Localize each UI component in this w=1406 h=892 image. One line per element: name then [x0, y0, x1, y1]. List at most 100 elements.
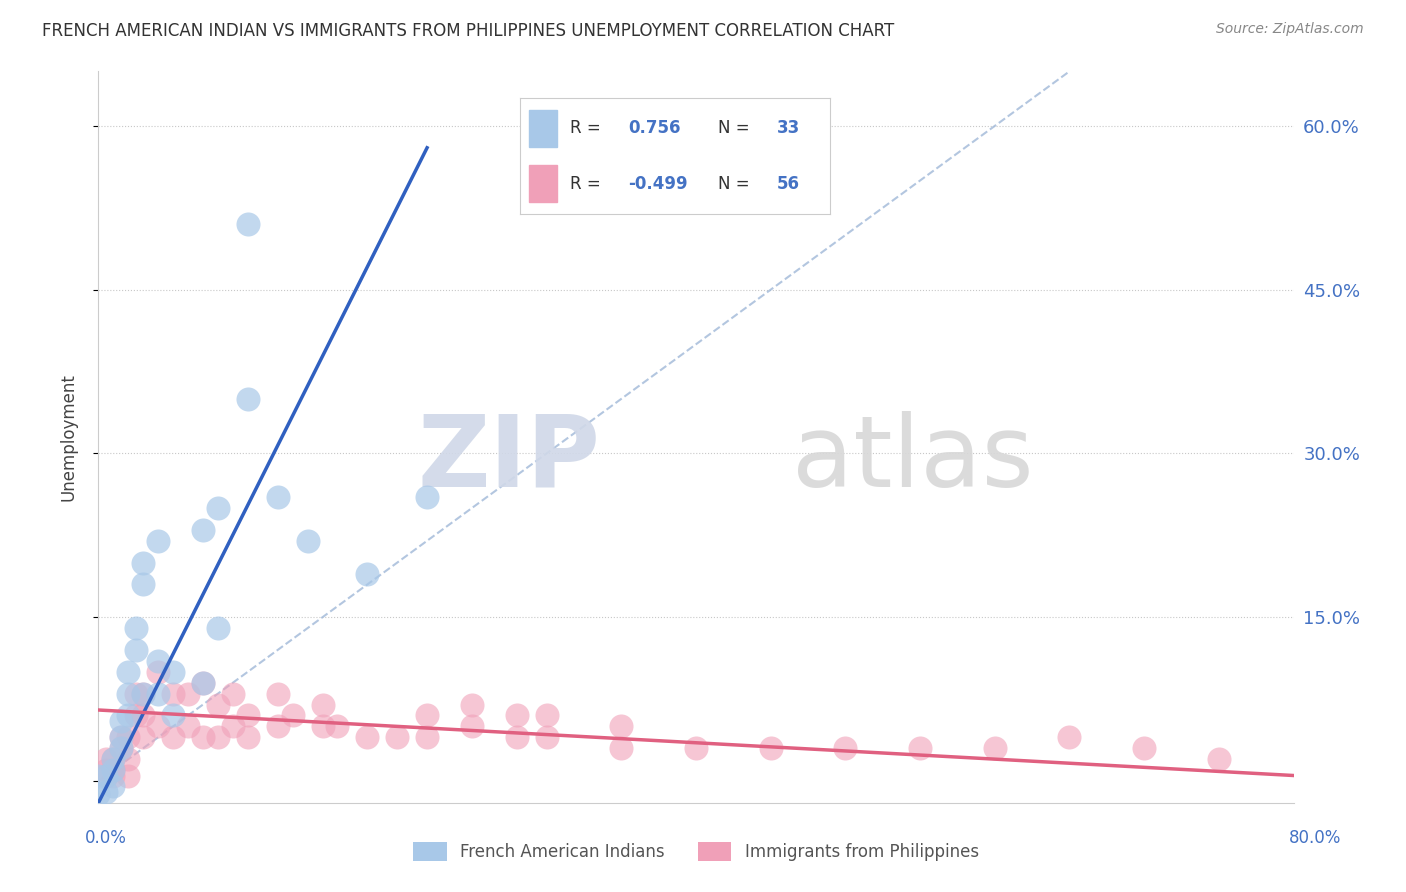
Point — [110, 714, 132, 728]
Text: R =: R = — [569, 120, 600, 137]
Point — [94, 768, 117, 782]
Point — [207, 621, 229, 635]
Point — [610, 719, 633, 733]
Point — [610, 741, 633, 756]
Text: ZIP: ZIP — [418, 410, 600, 508]
Point — [103, 752, 125, 766]
Point — [222, 687, 245, 701]
Point — [117, 708, 139, 723]
Point — [191, 675, 214, 690]
Point — [110, 731, 132, 745]
Point — [148, 533, 170, 548]
Text: atlas: atlas — [792, 410, 1033, 508]
Point — [125, 687, 148, 701]
Point — [125, 621, 148, 635]
Point — [416, 490, 439, 504]
Point — [685, 741, 707, 756]
Point — [222, 719, 245, 733]
Point — [94, 785, 117, 799]
Point — [148, 687, 170, 701]
Point — [110, 741, 132, 756]
Point — [461, 719, 484, 733]
Point — [117, 752, 139, 766]
Text: R =: R = — [569, 175, 600, 193]
Text: 80.0%: 80.0% — [1288, 829, 1341, 847]
Point — [267, 490, 290, 504]
Point — [162, 731, 184, 745]
Point — [385, 731, 409, 745]
Point — [103, 763, 125, 777]
Point — [984, 741, 1007, 756]
Text: -0.499: -0.499 — [628, 175, 688, 193]
Point — [103, 780, 125, 794]
Point — [416, 708, 439, 723]
Point — [103, 763, 125, 777]
Point — [207, 731, 229, 745]
Text: Source: ZipAtlas.com: Source: ZipAtlas.com — [1216, 22, 1364, 37]
Point — [236, 708, 259, 723]
FancyBboxPatch shape — [530, 165, 557, 202]
Point — [103, 768, 125, 782]
Point — [148, 665, 170, 679]
Point — [110, 741, 132, 756]
Point — [297, 533, 319, 548]
Point — [236, 217, 259, 231]
Point — [311, 698, 333, 712]
Point — [236, 392, 259, 406]
Point — [461, 698, 484, 712]
Point — [1133, 741, 1156, 756]
Point — [1208, 752, 1230, 766]
Point — [117, 687, 139, 701]
Point — [148, 719, 170, 733]
Point — [87, 787, 110, 801]
Text: 0.0%: 0.0% — [84, 829, 127, 847]
Point — [177, 687, 200, 701]
Point — [132, 687, 155, 701]
Point — [162, 665, 184, 679]
Text: 56: 56 — [778, 175, 800, 193]
Point — [87, 768, 110, 782]
Point — [908, 741, 931, 756]
Point — [356, 566, 378, 581]
Text: 0.756: 0.756 — [628, 120, 681, 137]
Point — [759, 741, 782, 756]
Point — [125, 643, 148, 657]
Point — [177, 719, 200, 733]
Point — [267, 687, 290, 701]
Point — [506, 708, 529, 723]
Point — [94, 768, 117, 782]
Point — [125, 708, 148, 723]
Point — [356, 731, 378, 745]
Point — [281, 708, 304, 723]
Point — [148, 654, 170, 668]
Point — [162, 687, 184, 701]
Point — [132, 731, 155, 745]
Point — [191, 523, 214, 537]
Point — [103, 752, 125, 766]
Point — [536, 731, 558, 745]
Y-axis label: Unemployment: Unemployment — [59, 373, 77, 501]
Point — [110, 731, 132, 745]
Legend: French American Indians, Immigrants from Philippines: French American Indians, Immigrants from… — [406, 835, 986, 868]
Point — [207, 501, 229, 516]
Point — [1059, 731, 1081, 745]
Point — [117, 731, 139, 745]
Point — [132, 577, 155, 591]
Point — [132, 708, 155, 723]
Point — [834, 741, 856, 756]
Point — [132, 687, 155, 701]
Point — [267, 719, 290, 733]
Point — [326, 719, 349, 733]
Point — [236, 731, 259, 745]
Point — [132, 556, 155, 570]
Point — [191, 731, 214, 745]
Point — [94, 763, 117, 777]
Point — [536, 708, 558, 723]
Point — [94, 752, 117, 766]
Text: N =: N = — [718, 175, 749, 193]
Point — [117, 768, 139, 782]
Point — [162, 708, 184, 723]
Text: FRENCH AMERICAN INDIAN VS IMMIGRANTS FROM PHILIPPINES UNEMPLOYMENT CORRELATION C: FRENCH AMERICAN INDIAN VS IMMIGRANTS FRO… — [42, 22, 894, 40]
Point — [311, 719, 333, 733]
Point — [506, 731, 529, 745]
